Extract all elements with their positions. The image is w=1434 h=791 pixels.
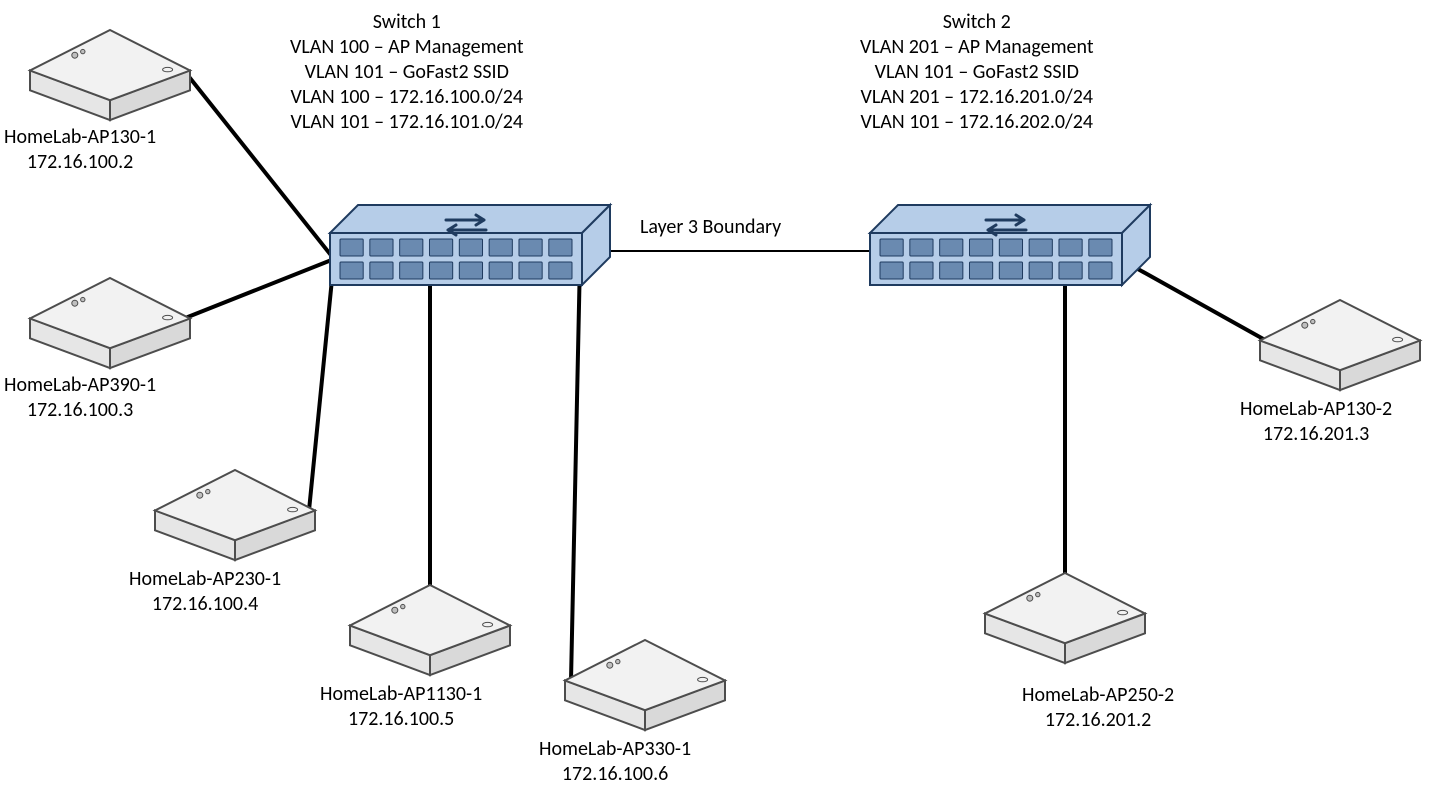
ap7-link xyxy=(1120,259,1266,341)
ap6-label: HomeLab-AP250-2172.16.201.2 xyxy=(1022,683,1174,733)
ap7-label: HomeLab-AP130-2172.16.201.3 xyxy=(1240,397,1392,447)
ap3-label: HomeLab-AP230-1172.16.100.4 xyxy=(129,567,281,617)
ap2 xyxy=(30,278,190,368)
ap5 xyxy=(565,640,725,730)
layer3-boundary-label: Layer 3 Boundary xyxy=(640,215,781,240)
ap4 xyxy=(350,585,510,675)
edges xyxy=(184,71,1266,681)
ap5-label: HomeLab-AP330-1172.16.100.6 xyxy=(539,737,691,787)
ap5-link xyxy=(571,259,580,681)
ap6 xyxy=(985,573,1145,663)
ap2-link xyxy=(184,259,334,319)
ap2-label: HomeLab-AP390-1172.16.100.3 xyxy=(4,373,156,423)
ap7 xyxy=(1260,300,1420,390)
network-diagram xyxy=(0,0,1434,791)
ap1 xyxy=(30,30,190,120)
switch1-label: Switch 1VLAN 100 – AP ManagementVLAN 101… xyxy=(290,10,524,135)
switch1 xyxy=(330,205,610,285)
switch2 xyxy=(870,205,1150,285)
ap1-label: HomeLab-AP130-1172.16.100.2 xyxy=(4,125,156,175)
ap4-label: HomeLab-AP1130-1172.16.100.5 xyxy=(320,682,482,732)
ap3 xyxy=(155,470,315,560)
ap3-link xyxy=(309,259,334,511)
switch2-label: Switch 2VLAN 201 – AP ManagementVLAN 101… xyxy=(860,10,1094,135)
